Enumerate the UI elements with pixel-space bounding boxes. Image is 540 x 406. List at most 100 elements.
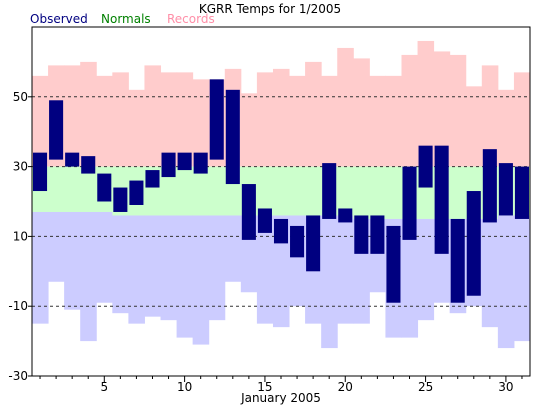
normal-band — [80, 166, 97, 212]
record-low-band — [48, 211, 65, 282]
observed-bar — [322, 163, 337, 219]
normal-band — [160, 166, 178, 216]
legend-observed: Observed — [30, 12, 88, 26]
y-tick-label: 10 — [13, 229, 28, 243]
x-axis-ticks: 5 10 15 20 25 30 — [39, 376, 523, 394]
record-low-band — [224, 215, 242, 282]
record-high-band — [272, 68, 290, 167]
normal-band — [256, 166, 274, 216]
record-high-band — [305, 61, 322, 167]
record-low-band — [208, 215, 226, 321]
observed-bar — [370, 215, 385, 254]
normal-band — [449, 166, 467, 219]
observed-bar — [241, 184, 256, 240]
record-high-band — [176, 72, 194, 167]
x-tick-label: 20 — [338, 380, 353, 394]
record-high-band — [497, 89, 515, 167]
record-high-band — [465, 86, 483, 167]
record-low-band — [176, 215, 194, 338]
x-tick-label: 15 — [257, 380, 272, 394]
observed-bar — [514, 166, 529, 219]
normal-band — [176, 166, 194, 216]
record-high-band — [337, 47, 354, 167]
record-high-band — [96, 75, 113, 167]
observed-bar — [386, 225, 401, 303]
y-tick-label: 30 — [13, 160, 28, 174]
record-high-band — [385, 75, 402, 167]
observed-bar — [145, 170, 160, 188]
record-high-band — [160, 72, 178, 167]
record-high-band — [80, 61, 97, 167]
record-low-band — [401, 218, 419, 338]
record-high-band — [144, 65, 162, 167]
record-high-band — [192, 79, 210, 167]
record-high-band — [369, 75, 386, 167]
observed-bar — [466, 191, 481, 296]
record-low-band — [513, 215, 531, 342]
x-tick-label: 25 — [418, 380, 433, 394]
legend-records: Records — [167, 12, 215, 26]
y-tick-label: -30 — [8, 369, 28, 383]
observed-bar — [402, 166, 417, 240]
normal-band — [369, 166, 386, 219]
observed-bar — [161, 152, 176, 178]
observed-bars — [33, 79, 529, 303]
record-high-band — [401, 54, 419, 167]
y-tick-label: 50 — [13, 90, 28, 104]
observed-bar — [193, 152, 208, 174]
normal-band — [289, 166, 306, 216]
record-high-band — [449, 54, 467, 167]
record-high-band — [64, 65, 81, 167]
record-high-band — [481, 65, 499, 167]
record-high-band — [433, 51, 451, 167]
record-low-band — [192, 215, 210, 345]
x-tick-label: 10 — [177, 380, 192, 394]
observed-bar — [418, 145, 433, 188]
observed-bar — [177, 152, 192, 171]
observed-bar — [225, 89, 240, 185]
observed-bar — [482, 149, 497, 223]
observed-bar — [113, 187, 128, 212]
record-low-band — [96, 211, 113, 303]
x-tick-label: 5 — [100, 380, 108, 394]
normal-band — [208, 166, 226, 216]
observed-bar — [434, 145, 449, 254]
normal-band — [48, 166, 65, 212]
record-low-band — [481, 218, 499, 328]
record-low-band — [64, 211, 81, 310]
record-low-band — [337, 215, 354, 324]
normal-band — [64, 166, 81, 212]
record-high-band — [321, 75, 338, 167]
observed-bar — [273, 218, 289, 244]
record-low-band — [112, 215, 129, 314]
observed-bar — [498, 163, 513, 216]
observed-bar — [97, 173, 112, 202]
record-high-band — [289, 75, 306, 167]
normal-band — [192, 166, 210, 216]
normal-band — [353, 166, 370, 219]
normal-band — [385, 166, 402, 219]
y-axis-ticks: 50 30 10 -10 -30 — [8, 90, 32, 383]
record-high-band — [240, 93, 258, 167]
record-low-band — [160, 215, 178, 321]
normal-band — [337, 166, 354, 216]
observed-bar — [450, 218, 465, 303]
record-high-band — [353, 58, 370, 167]
record-low-band — [80, 211, 97, 342]
observed-bar — [209, 79, 224, 160]
record-low-band — [497, 215, 515, 349]
y-tick-label: -10 — [8, 299, 28, 313]
record-high-band — [417, 40, 435, 167]
record-low-band — [417, 218, 435, 321]
record-high-band — [112, 72, 129, 167]
observed-bar — [129, 180, 144, 205]
record-high-band — [256, 72, 274, 167]
record-low-band — [256, 215, 274, 324]
observed-bar — [338, 208, 353, 223]
observed-bar — [81, 156, 96, 174]
record-low-band — [128, 215, 145, 324]
record-high-band — [128, 89, 145, 167]
observed-bar — [306, 215, 321, 272]
observed-bar — [257, 208, 272, 233]
